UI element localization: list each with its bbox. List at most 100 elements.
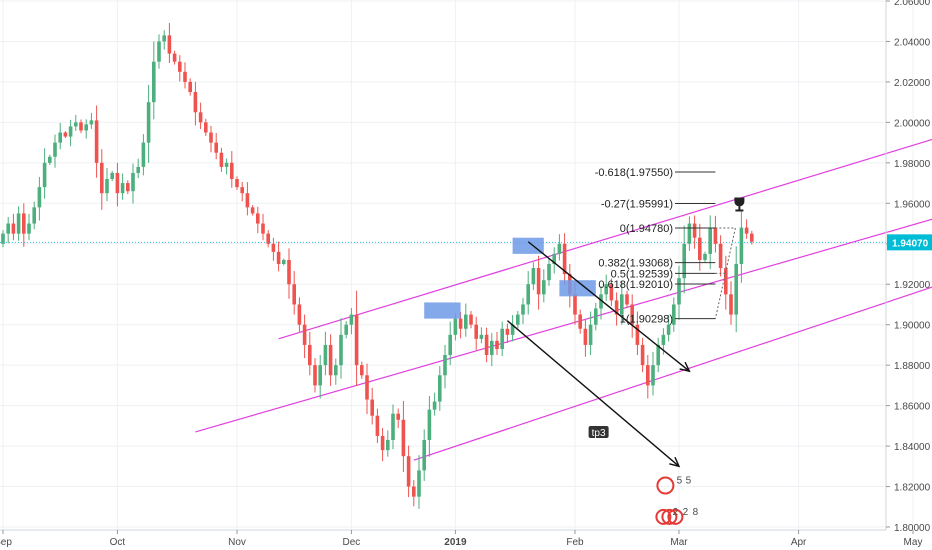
candle-body: [198, 112, 203, 123]
candle-body: [63, 132, 68, 137]
fib-level-label: 1(1.90298): [620, 314, 673, 326]
candle-body: [334, 365, 338, 376]
candle-body: [261, 223, 265, 234]
price-axis-label: 1.80000: [894, 523, 931, 534]
candle-body: [417, 470, 421, 497]
candle-body: [656, 344, 660, 366]
time-axis-label: Dec: [343, 537, 361, 548]
candle-body: [313, 365, 317, 386]
price-axis-label: 1.86000: [894, 402, 931, 413]
candle-body: [235, 179, 239, 188]
candle-body: [302, 324, 307, 345]
candle-body: [240, 187, 244, 194]
candle-body: [74, 122, 78, 127]
candle-body: [630, 304, 634, 325]
candle-body: [48, 156, 52, 163]
candle-body: [422, 440, 426, 471]
time-axis-label: Apr: [791, 537, 807, 548]
candle-body: [6, 223, 10, 234]
candle-body: [120, 183, 125, 194]
zone-rectangle: [512, 237, 544, 254]
candle-body: [339, 334, 343, 366]
price-axis-label: 1.90000: [894, 321, 931, 332]
candle-body: [256, 213, 260, 224]
candle-body: [375, 415, 380, 436]
event-marker-value: 8: [693, 507, 699, 518]
candle-body: [479, 334, 484, 339]
candle-body: [126, 183, 130, 192]
candle-body: [609, 284, 614, 301]
time-axis-label: May: [904, 537, 923, 548]
candle-body: [318, 365, 322, 386]
candle-body: [703, 253, 707, 260]
candle-body: [110, 172, 114, 180]
price-axis-label: 2.06000: [894, 0, 931, 8]
candle-body: [204, 122, 208, 133]
candle-body: [724, 268, 728, 295]
candle-body: [469, 314, 473, 325]
candle-body: [276, 251, 281, 264]
candle-body: [115, 172, 120, 194]
tp3-label: tp3: [592, 428, 606, 439]
candle-body: [651, 365, 655, 386]
price-axis-label: 1.84000: [894, 442, 931, 453]
trophy-icon: [734, 197, 745, 207]
fib-level-label: 0.382(1.93068): [598, 258, 673, 270]
candle-body: [141, 142, 146, 167]
candle-body: [53, 142, 57, 157]
candle-body: [495, 340, 499, 349]
candle-body: [625, 294, 629, 305]
candle-body: [620, 294, 624, 315]
time-axis-label: 2019: [444, 537, 467, 548]
candle-body: [297, 304, 302, 325]
candle-body: [547, 264, 551, 281]
current-price-label: 1.94070: [892, 238, 929, 249]
price-axis-label: 1.98000: [894, 159, 931, 170]
candle-body: [323, 344, 328, 366]
candle-body: [16, 213, 21, 234]
candle-body: [718, 243, 723, 269]
candle-body: [750, 233, 754, 242]
price-axis-label: 2.04000: [894, 37, 931, 48]
candle-body: [562, 243, 567, 275]
candle-body: [183, 71, 187, 82]
candle-body: [552, 253, 556, 264]
channel-line: [413, 286, 932, 461]
candle-body: [734, 264, 738, 315]
candle-body: [219, 152, 224, 167]
price-axis-label: 1.82000: [894, 483, 931, 494]
candle-body: [94, 120, 99, 163]
candle-body: [401, 419, 406, 457]
candle-body: [427, 409, 432, 441]
candle-body: [614, 300, 619, 315]
candle-body: [1, 233, 5, 244]
candle-body: [412, 486, 416, 497]
candle-body: [588, 324, 593, 345]
candle-body: [666, 324, 671, 335]
candle-body: [500, 328, 504, 349]
candle-body: [594, 308, 598, 325]
candle-body: [380, 435, 385, 451]
candle-body: [635, 324, 640, 345]
candle-body: [224, 162, 229, 167]
time-axis-label: Sep: [0, 537, 12, 548]
candle-body: [209, 132, 213, 143]
arrow-head: [679, 361, 691, 373]
candle-body: [640, 344, 645, 366]
candle-body: [282, 259, 286, 264]
candle-body: [573, 294, 577, 315]
candle-body: [661, 334, 666, 345]
candle-body: [146, 102, 151, 143]
arrow-head: [669, 456, 681, 468]
candle-body: [490, 340, 494, 356]
candle-body: [354, 314, 359, 366]
fib-level-label: 0.618(1.92010): [598, 279, 673, 291]
zone-rectangle: [424, 302, 461, 319]
candle-body: [536, 268, 541, 295]
candle-body: [739, 227, 744, 264]
current-price-badge: [887, 234, 932, 251]
candle-body: [292, 284, 296, 305]
candle-body: [79, 122, 83, 131]
